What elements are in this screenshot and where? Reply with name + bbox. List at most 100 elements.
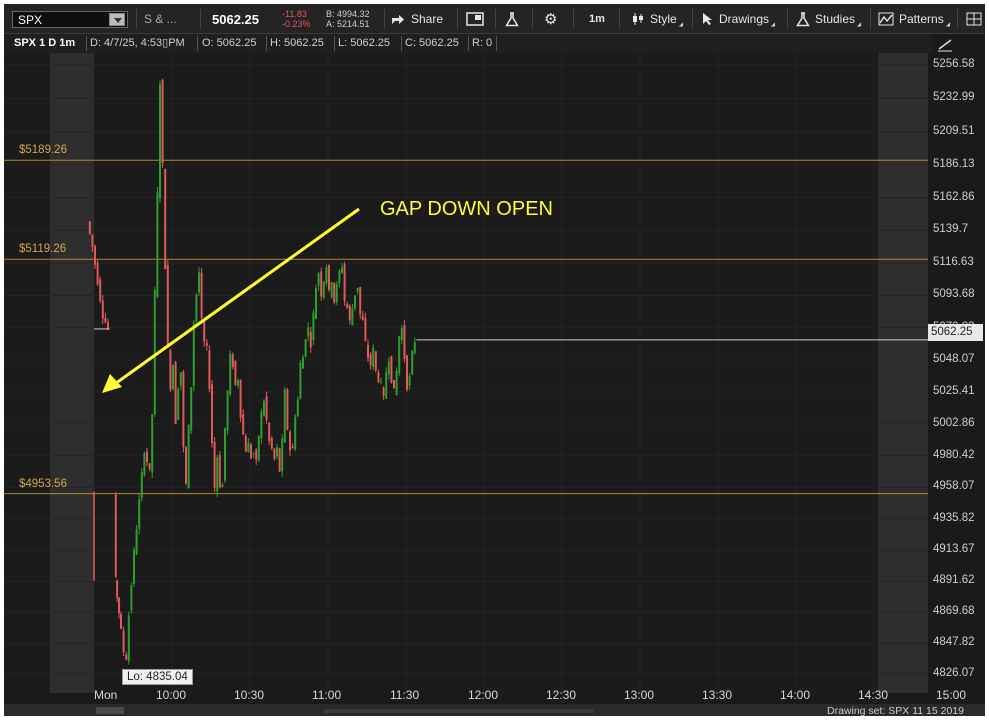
- candle-body: [325, 267, 328, 284]
- bar-range: R: 0: [472, 37, 493, 49]
- ohlc-info-bar: SPX 1 D 1m D: 4/7/25, 4:53▯PM O: 5062.25…: [4, 34, 932, 53]
- price-axis[interactable]: [928, 53, 985, 693]
- candle-body: [265, 396, 268, 420]
- settings-button[interactable]: ⚙: [544, 4, 557, 34]
- candle-body: [252, 453, 255, 455]
- candle-body: [146, 451, 148, 463]
- price-tick-label: 5162.86: [933, 190, 975, 203]
- candle-body: [237, 380, 239, 386]
- flask-icon: [505, 11, 519, 26]
- candle-body: [395, 370, 398, 395]
- info-divider: [266, 36, 267, 51]
- candle-body: [231, 354, 234, 368]
- timeframe-value: 1m: [589, 13, 605, 25]
- bar-low: L: 5062.25: [338, 37, 390, 49]
- drawing-set-label: Drawing set: SPX 11 15 2019: [827, 705, 964, 716]
- symbol-selector[interactable]: SPX: [12, 11, 128, 28]
- candle-body: [224, 427, 226, 481]
- premarket-shade: [50, 53, 94, 693]
- lab-button[interactable]: [505, 4, 519, 34]
- candle-body: [187, 424, 190, 489]
- chart-background: [4, 53, 928, 693]
- bottom-scrollbar[interactable]: [4, 704, 985, 716]
- price-tick-label: 5048.07: [933, 352, 975, 365]
- chevron-down-icon: [770, 21, 778, 29]
- info-divider: [468, 36, 469, 51]
- candle-body: [377, 372, 380, 382]
- scroll-handle[interactable]: [96, 707, 124, 714]
- candle-body: [239, 379, 242, 418]
- candle-body: [221, 484, 224, 488]
- candle-body: [374, 351, 377, 371]
- patterns-menu-button[interactable]: Patterns: [878, 4, 952, 34]
- candle-body: [408, 376, 411, 386]
- toolbar-divider: [384, 9, 385, 29]
- drawing-tool-icon[interactable]: [936, 37, 954, 53]
- candle-body: [315, 288, 317, 319]
- price-tick-label: 5256.58: [933, 58, 975, 70]
- style-menu-button[interactable]: Style: [631, 4, 685, 34]
- flexible-grid-button[interactable]: [466, 4, 484, 34]
- candle-body: [88, 221, 91, 234]
- time-tick-label: 14:30: [858, 688, 889, 702]
- price-level-label: $5189.26: [19, 144, 67, 157]
- candle-body: [364, 317, 367, 341]
- info-divider: [334, 36, 335, 51]
- price-tick-label: 5232.99: [933, 91, 975, 104]
- candle-body: [177, 389, 180, 420]
- time-tick-label: 13:30: [702, 688, 733, 702]
- info-divider: [496, 36, 497, 51]
- price-tick-label: 5093.68: [933, 288, 975, 301]
- candle-body: [120, 614, 122, 629]
- timeframe-selector[interactable]: 1m: [589, 4, 605, 34]
- candle-body: [390, 355, 393, 383]
- scroll-track[interactable]: [324, 709, 594, 713]
- toolbar-divider: [532, 9, 533, 29]
- studies-menu-button[interactable]: Studies: [796, 4, 864, 34]
- layout-button[interactable]: [966, 4, 982, 34]
- time-tick-label: 14:00: [780, 688, 811, 702]
- candle-body: [185, 447, 187, 484]
- chevron-down-icon: [945, 21, 952, 29]
- time-tick-label: 12:00: [468, 688, 499, 702]
- symbol-value[interactable]: SPX: [18, 12, 43, 27]
- drawings-menu-button[interactable]: Drawings: [702, 4, 778, 34]
- candle-body: [400, 328, 403, 341]
- last-price-marker: 5062.25: [928, 324, 983, 341]
- candle-body: [335, 283, 338, 303]
- annotation-text[interactable]: GAP DOWN OPEN: [380, 198, 553, 220]
- candle-body: [385, 372, 388, 399]
- candle-body: [263, 400, 265, 416]
- bid-price: B: 4994.32: [326, 9, 370, 19]
- time-tick-label: 11:00: [312, 688, 342, 702]
- toolbar-divider: [573, 9, 574, 29]
- candle-body: [372, 347, 375, 368]
- price-tick-label: 4958.07: [933, 480, 975, 493]
- toolbar-divider: [619, 9, 620, 29]
- candle-body: [135, 529, 138, 555]
- toolbar-divider: [870, 9, 871, 29]
- candle-body: [122, 630, 125, 653]
- price-chart[interactable]: [4, 53, 928, 693]
- candle-body: [361, 315, 364, 321]
- candle-body: [387, 361, 390, 375]
- candle-body: [242, 414, 245, 435]
- candle-body: [270, 438, 273, 449]
- candle-body: [148, 463, 151, 470]
- candle-body: [229, 353, 232, 395]
- symbol-dropdown-icon[interactable]: [109, 13, 125, 26]
- candle-body: [203, 321, 206, 342]
- ask-price: A: 5214.51: [326, 19, 370, 29]
- candle-body: [216, 457, 219, 492]
- candle-body: [190, 387, 193, 431]
- candle-body: [367, 344, 369, 359]
- candle-body: [320, 271, 323, 297]
- candle-body: [143, 453, 146, 475]
- candle-body: [304, 339, 307, 357]
- candle-body: [257, 435, 260, 461]
- candle-body: [354, 295, 356, 309]
- share-button[interactable]: Share: [390, 4, 443, 34]
- gear-icon: ⚙: [544, 11, 558, 28]
- candle-body: [413, 341, 416, 353]
- price-tick-label: 5139.7: [933, 223, 969, 236]
